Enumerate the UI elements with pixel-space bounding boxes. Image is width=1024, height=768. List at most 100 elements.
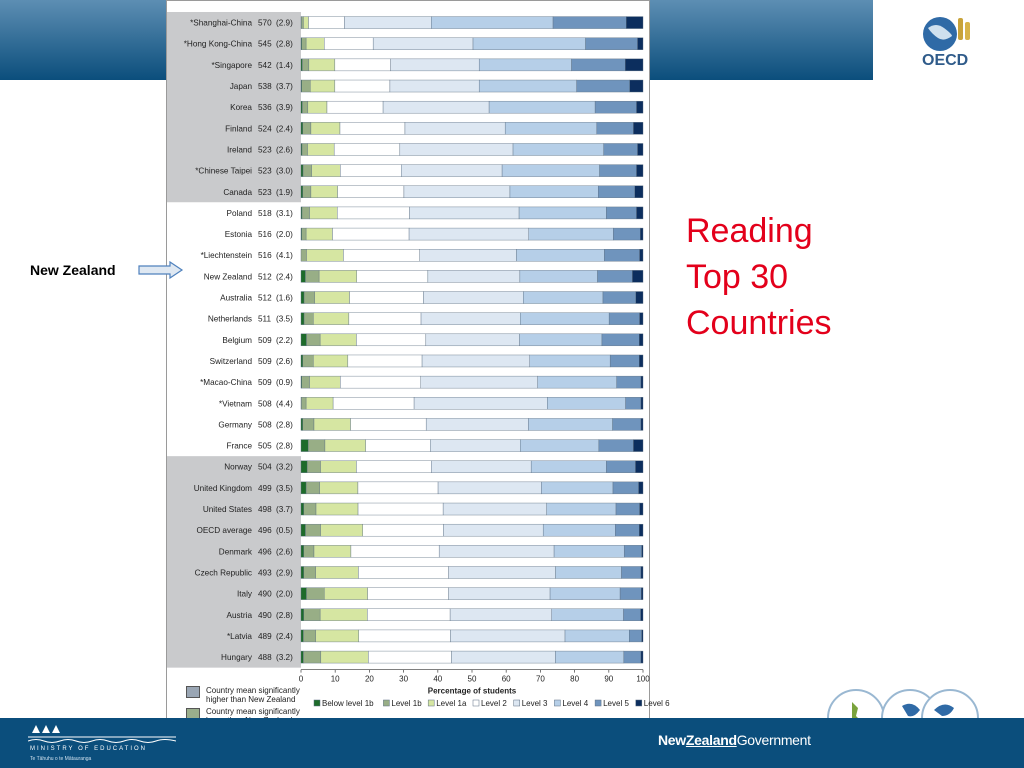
bar-segment [623,545,642,558]
bar-segment [348,312,422,325]
bar-segment [319,333,357,347]
bar-segment [523,291,604,304]
country-score-se: (2.8) [276,420,293,429]
bar-segment [300,333,307,347]
bar-segment [339,122,406,135]
bar-segment [310,79,336,93]
bar-segment [488,100,596,114]
bar-segment [419,249,517,262]
bar-segment [301,375,310,389]
bar-segment [639,249,644,262]
country-score-se: (1.4) [276,61,293,70]
bar-segment [542,523,616,537]
bar-segment [315,502,359,516]
bar-segment [576,79,630,93]
country-score-se: (3.0) [276,167,293,176]
bar-segment [303,608,321,621]
country-score-se: (2.4) [276,272,293,281]
bar-segment [301,16,304,29]
country-label: Switzerland [210,357,253,366]
bar-segment [303,291,315,304]
bar-segment [602,291,637,304]
bar-segment [300,523,306,537]
country-score-se: (2.4) [276,632,293,641]
bar-segment [356,333,427,347]
bar-segment [541,481,614,495]
x-tick-label: 90 [604,675,613,684]
country-label: Germany [218,420,253,429]
bar-segment [427,270,521,283]
bar-segment [300,312,305,325]
bar-segment [401,164,503,177]
bar-segment [300,164,304,177]
legend-entry: Level 1a [436,699,467,708]
country-label: *Singapore [211,61,252,70]
country-score-se: (2.9) [276,568,293,577]
x-axis-label: Percentage of students [428,687,517,696]
country-score: 538 [258,82,272,91]
bar-segment [326,100,384,114]
bar-segment [310,122,341,135]
country-label: Poland [227,209,253,218]
bar-segment [300,354,303,368]
country-label: Ireland [227,145,252,154]
legend-swatch [513,699,520,707]
bar-segment [350,418,427,431]
bar-segment [637,37,644,50]
bar-segment [300,566,304,579]
legend-swatch [594,699,602,707]
ministry-subtitle: Te Tāhuhu o te Mātauranga [30,756,92,762]
bar-segment [319,608,368,621]
country-score-se: (1.9) [276,188,293,197]
bar-segment [636,100,644,114]
label-shading-band [167,202,301,457]
bar-segment [333,143,401,156]
x-tick-label: 50 [468,675,477,684]
bar-segment [640,650,644,664]
bar-segment [389,79,480,93]
x-tick-label: 0 [299,675,304,684]
bar-segment [302,354,314,368]
x-tick-label: 40 [433,675,442,684]
bar-segment [332,227,410,241]
bar-segment [529,354,611,368]
reading-proficiency-chart: *Shanghai-China 570 (2.9) *Hong Kong-China 5… [167,12,670,708]
country-score: 545 [258,40,272,49]
country-score: 542 [258,61,272,70]
country-label: *Liechtenstein [201,251,253,260]
bar-segment [603,143,638,156]
x-tick-label: 20 [365,675,374,684]
bar-segment [585,37,638,50]
bar-segment [301,143,308,156]
bar-segment [324,439,366,452]
bar-segment [302,418,315,431]
country-label: Czech Republic [195,568,252,577]
bar-segment [641,545,644,558]
bar-segment [639,333,644,347]
bar-segment [300,291,305,304]
bar-segment [300,58,303,72]
country-score-se: (2.6) [276,145,293,154]
country-score-se: (2.8) [276,442,293,451]
govt-new: New [658,732,686,748]
bar-segment [320,460,357,473]
bar-segment [300,270,306,283]
bar-segment [349,291,424,304]
bar-segment [431,460,532,473]
bar-segment [309,375,341,389]
label-shading-band [167,456,301,668]
country-score-se: (2.9) [276,19,293,28]
country-score: 490 [258,590,272,599]
slide-heading: Reading Top 30 Countries [686,208,832,346]
bar-segment [636,206,644,220]
bar-segment [301,206,310,220]
bar-segment [425,418,529,431]
country-label: Belgium [222,336,252,345]
bar-segment [639,354,644,368]
bar-segment [367,608,451,621]
country-score: 523 [258,188,272,197]
bar-segment [362,523,444,537]
legend-swatch [313,699,321,707]
country-score: 512 [258,272,272,281]
legend-entry: Below level 1b [322,699,374,708]
